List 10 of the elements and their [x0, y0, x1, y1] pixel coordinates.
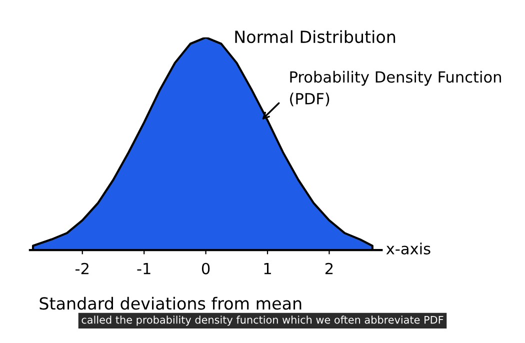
x-tick-label: -1	[137, 263, 150, 274]
annotation: Probability Density Function (PDF)	[290, 70, 501, 106]
x-tick-label: 0	[202, 262, 210, 274]
chart-title: Normal Distribution	[235, 30, 396, 44]
x-tick-label: 1	[264, 263, 271, 274]
x-axis-title: Standard deviations from mean	[40, 296, 302, 310]
text: called the probability density function which we often abbreviate PDF	[82, 316, 444, 326]
x-tick-label: 2	[325, 262, 333, 274]
x-tick-label: -2	[76, 262, 88, 274]
text: x-axis	[386, 242, 430, 254]
